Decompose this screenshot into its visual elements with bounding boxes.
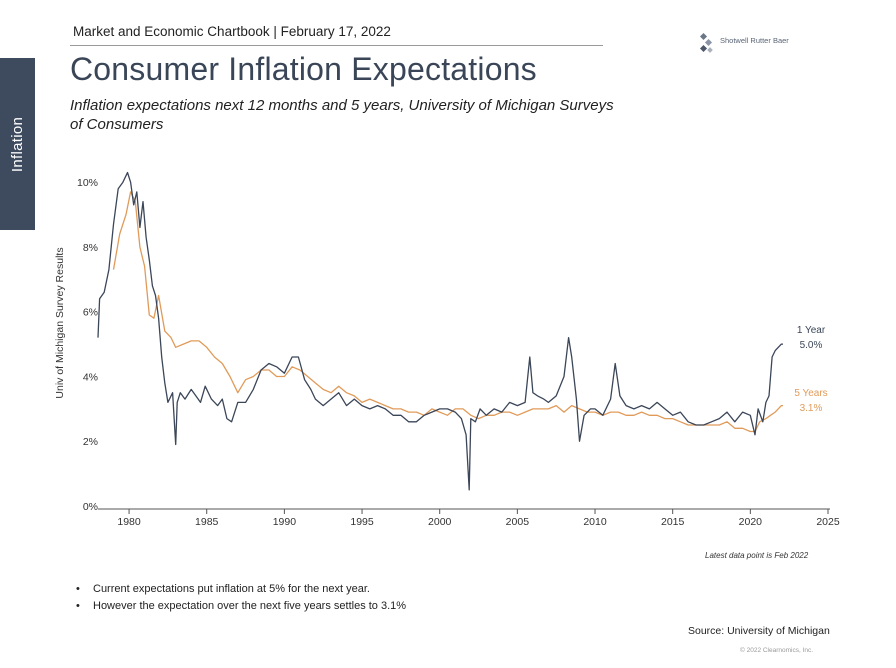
series-line-1-year [97,171,783,491]
bullet-item: • Current expectations put inflation at … [76,583,406,595]
series-line-5-years [112,191,783,433]
latest-data-note: Latest data point is Feb 2022 [705,551,809,560]
x-tick-label: 2010 [583,516,607,528]
logo-mark-icon [700,32,713,53]
y-axis-label: Univ of Michigan Survey Results [54,247,66,398]
y-tick-label: 8% [83,242,98,254]
x-tick-label: 2015 [661,516,685,528]
x-tick-label: 2020 [739,516,763,528]
source-note: Source: University of Michigan [688,625,830,637]
x-tick-label: 1980 [117,516,141,528]
bullet-dot-icon: • [76,583,80,595]
series-end-value-label: 5.0% [800,340,823,351]
company-logo: Shotwell Rutter Baer [700,32,789,56]
series-name-label: 1 Year [797,325,826,336]
header-divider [70,45,603,46]
series-name-label: 5 Years [794,388,827,399]
section-tab[interactable]: Inflation [0,58,35,230]
logo-text: Shotwell Rutter Baer [720,35,789,45]
y-tick-label: 2% [83,436,98,448]
x-tick-label: 1985 [195,516,219,528]
y-tick-label: 6% [83,307,98,319]
series-end-value-label: 3.1% [800,403,823,414]
chart-axes: 1980 1985 1990 1995 2000 2005 2010 2015 2020 2025… [77,177,840,528]
x-tick-label: 2000 [428,516,452,528]
y-tick-label: 10% [77,177,98,189]
y-tick-label: 4% [83,371,98,383]
y-tick-label: 0% [83,501,98,513]
bullet-text: Current expectations put inflation at 5%… [93,583,370,595]
x-tick-label: 1990 [273,516,297,528]
bullet-list: • Current expectations put inflation at … [76,583,406,617]
page-title: Consumer Inflation Expectations [70,51,537,87]
chart-end-labels: 1 Year 5.0% 5 Years 3.1% [794,325,827,414]
bullet-dot-icon: • [76,600,80,612]
bullet-item: • However the expectation over the next … [76,600,406,612]
bullet-text: However the expectation over the next fi… [93,600,407,612]
x-tick-label: 1995 [350,516,374,528]
x-tick-label: 2025 [816,516,840,528]
chartbook-header: Market and Economic Chartbook | February… [73,24,391,39]
page-subtitle: Inflation expectations next 12 months an… [70,97,614,133]
x-tick-label: 2005 [506,516,530,528]
chart-series [97,171,783,491]
copyright: © 2022 Clearnomics, Inc. [740,647,814,654]
